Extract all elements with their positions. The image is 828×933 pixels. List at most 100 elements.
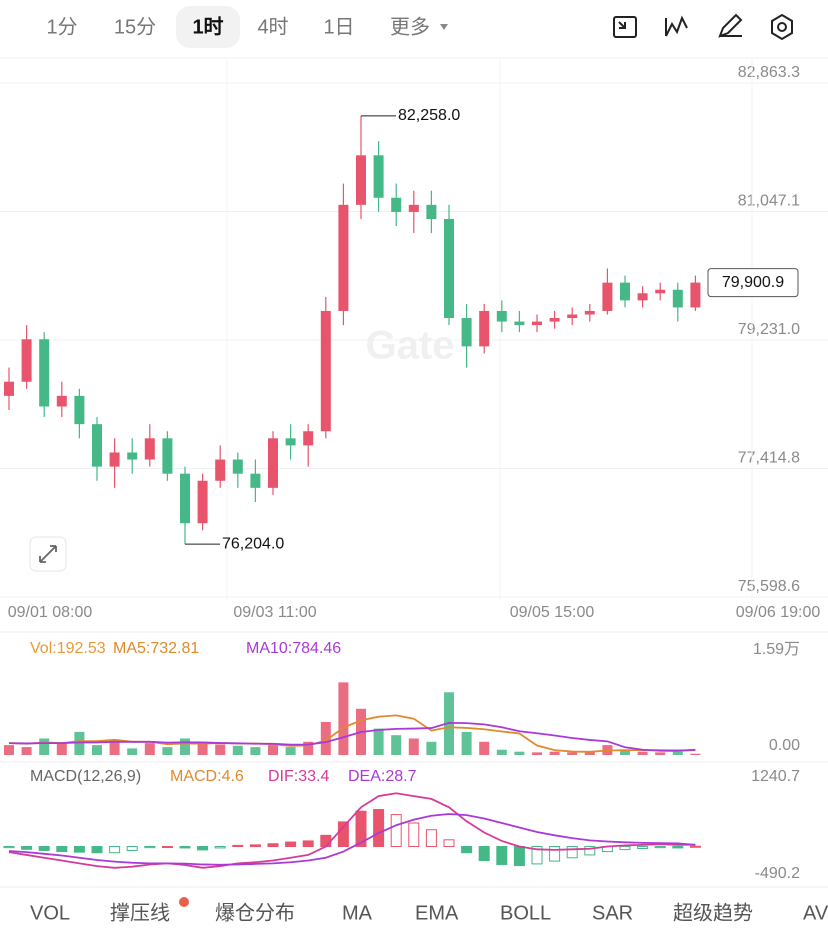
timeframe-tab[interactable]: 1时 xyxy=(192,15,223,38)
macd-bar xyxy=(689,845,701,848)
candle-body xyxy=(391,197,402,212)
timeframe-tab[interactable]: 1日 xyxy=(323,16,354,38)
candle-body xyxy=(56,395,67,407)
legend-name: Vol: xyxy=(30,640,57,657)
candle-body xyxy=(426,204,437,219)
icon-layout[interactable] xyxy=(613,16,637,38)
toolbar-icons[interactable] xyxy=(613,13,793,41)
timeframe-tab[interactable]: 4时 xyxy=(257,15,288,38)
volume-bar xyxy=(637,751,648,755)
candle-body xyxy=(496,310,507,322)
volume-bar xyxy=(39,738,50,755)
macd-bar xyxy=(531,846,543,865)
macd-bar xyxy=(654,846,666,849)
legend-item: MA5:732.81 xyxy=(113,640,199,657)
volume-bar xyxy=(479,741,490,755)
icon-settings-center xyxy=(777,22,787,32)
macd-bar xyxy=(320,834,332,848)
candle-body xyxy=(303,431,314,446)
macd-bar xyxy=(496,846,508,865)
candle-body xyxy=(672,289,683,308)
time-label: 09/01 08:00 xyxy=(8,604,93,621)
candle-body xyxy=(39,339,50,407)
volume-tick-label: 0.00 xyxy=(769,737,800,754)
candle-body xyxy=(408,204,419,212)
timeframe-tab[interactable]: 15分 xyxy=(114,15,156,38)
time-label: 09/06 19:00 xyxy=(736,604,821,621)
icon-draw[interactable] xyxy=(718,13,743,38)
candle-body xyxy=(532,321,542,326)
candle-body xyxy=(514,321,525,326)
macd-tick-label: -490.2 xyxy=(755,865,800,882)
volume-bar xyxy=(250,747,261,755)
ma10-line xyxy=(8,721,696,752)
candle-body xyxy=(21,339,32,382)
dea-line xyxy=(8,813,696,866)
macd-bar xyxy=(144,846,156,849)
candle-body xyxy=(444,218,454,319)
expand-button[interactable] xyxy=(29,536,67,572)
indicator-tab[interactable]: 超级趋势 xyxy=(673,901,753,924)
legend-value: 28.7 xyxy=(385,768,416,785)
indicator-tab[interactable]: VOL xyxy=(30,902,70,924)
timeframe-tab[interactable]: 1分 xyxy=(46,15,77,38)
timeframe-tab[interactable]: 更多 xyxy=(390,15,430,38)
candle-body xyxy=(127,452,138,460)
volume-bar xyxy=(655,752,666,755)
candle-body xyxy=(690,282,701,308)
candle-body xyxy=(4,381,14,396)
indicator-tab[interactable]: SAR xyxy=(592,902,633,924)
macd-bar xyxy=(549,846,561,862)
volume-bar xyxy=(373,728,384,755)
volume-bar xyxy=(496,749,507,755)
macd-bar xyxy=(73,846,85,853)
candle-body xyxy=(655,289,666,294)
legend-value: 33.4 xyxy=(298,768,329,785)
indicator-tab[interactable]: EMA xyxy=(415,902,459,924)
volume-bar xyxy=(56,743,67,755)
volume-bar xyxy=(21,747,32,755)
macd-bar xyxy=(267,843,279,848)
volume-bar xyxy=(109,740,120,755)
candle-body xyxy=(461,318,472,347)
candle-body xyxy=(338,204,349,311)
indicator-tab[interactable]: 撑压线 xyxy=(110,901,170,924)
macd-bar xyxy=(584,846,596,856)
indicator-tab[interactable]: 爆仓分布 xyxy=(215,901,295,924)
price-tick-label: 75,598.6 xyxy=(738,578,800,595)
icon-layout-arrow xyxy=(618,21,626,29)
icon-indicator[interactable] xyxy=(665,15,688,37)
macd-bar xyxy=(425,829,437,848)
dif-line xyxy=(8,792,696,869)
low-label: 76,204.0 xyxy=(222,535,284,552)
volume-bar xyxy=(127,748,138,755)
candle-body xyxy=(232,459,243,474)
indicator-tab[interactable]: MA xyxy=(342,902,373,924)
macd-bar xyxy=(197,846,209,851)
macd-bar xyxy=(461,846,473,854)
indicator-tab[interactable]: AV xyxy=(803,902,828,924)
volume-bar xyxy=(584,751,595,755)
icon-settings[interactable] xyxy=(771,13,793,41)
candle-body xyxy=(549,318,560,322)
macd-bar xyxy=(232,844,244,848)
selected-tab-bg xyxy=(176,6,240,48)
legend-name: MA5: xyxy=(113,640,150,657)
volume-bar xyxy=(215,744,226,755)
volume-bar xyxy=(303,741,314,755)
volume-bar xyxy=(338,682,349,755)
legend-name: MA10: xyxy=(246,640,292,657)
time-label: 09/03 11:00 xyxy=(233,604,316,621)
macd-bar xyxy=(478,846,490,862)
volume-bar xyxy=(180,738,190,755)
macd-bar xyxy=(672,846,684,849)
candle-body xyxy=(584,310,595,315)
macd-bar xyxy=(3,846,15,849)
indicator-tab[interactable]: BOLL xyxy=(500,902,551,924)
candle-body xyxy=(320,310,331,432)
macd-bar xyxy=(637,846,649,849)
volume-bar xyxy=(92,745,102,755)
candle-body xyxy=(92,424,102,467)
macd-bar xyxy=(355,810,367,848)
ma5-line xyxy=(8,714,696,753)
